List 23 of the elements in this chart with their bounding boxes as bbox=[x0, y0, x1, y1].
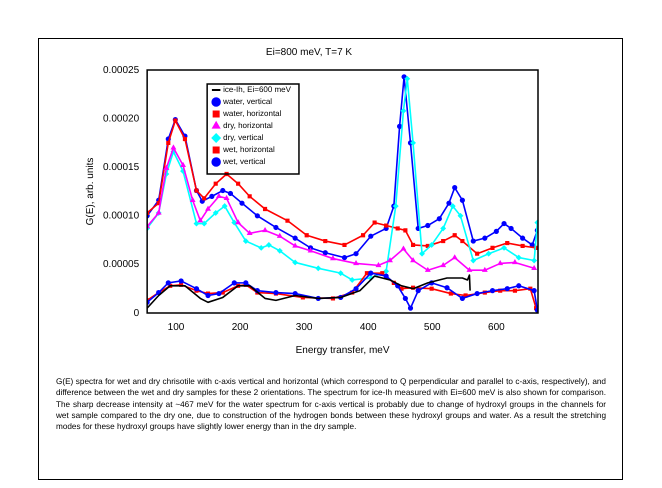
y-tick-label: 0 bbox=[134, 308, 140, 319]
chart-title: Ei=800 meV, T=7 K bbox=[266, 46, 352, 58]
legend-label: water, vertical bbox=[222, 97, 272, 106]
x-axis-title: Energy transfer, meV bbox=[296, 344, 390, 356]
x-tick-label: 200 bbox=[232, 322, 249, 333]
y-tick-label: 0.00010 bbox=[102, 210, 140, 222]
y-tick-label: 0.00025 bbox=[102, 64, 140, 76]
legend-label: dry, vertical bbox=[223, 133, 264, 142]
x-tick-label: 600 bbox=[488, 322, 506, 333]
x-tick-label: 400 bbox=[360, 322, 377, 333]
y-tick-label: 0.00015 bbox=[102, 162, 140, 173]
y-tick-label: 0.00005 bbox=[102, 259, 140, 270]
x-tick-label: 300 bbox=[296, 322, 313, 333]
legend-label: wet, horizontal bbox=[222, 145, 275, 154]
legend-label: wet, vertical bbox=[222, 157, 266, 166]
x-tick-label: 100 bbox=[168, 322, 185, 333]
legend-label: water, horizontal bbox=[222, 109, 282, 118]
y-axis-title: G(E), arb. units bbox=[84, 158, 96, 226]
legend-label: dry, horizontal bbox=[223, 121, 274, 130]
x-tick-label: 500 bbox=[424, 322, 442, 333]
y-tick-label: 0.00020 bbox=[102, 113, 140, 124]
text: G(E) spectra for wet and dry chrisotile with c-axis vertical and horizontal (which correspond to Q perpendicular and parallel to c-axis, respectively), and difference between the wet and dry samples for these 2 orientations. The spectrum for ice-Ih measured with Ei=600 meV is also shown for comparison. The sharp decrease intensity at ~467 meV for the water spectrum for c-axis vertical is probably due to change of hydroxyl groups in the channels for wet sample compared to the dry one, due to construction of the hydrogen bonds between these hydroxyl groups and water. As a result the stretching modes for these hydroxyl groups have slightly lower energy than in the dry sample. bbox=[56, 376, 606, 432]
legend-label: ice-Ih, Ei=600 meV bbox=[223, 85, 292, 94]
